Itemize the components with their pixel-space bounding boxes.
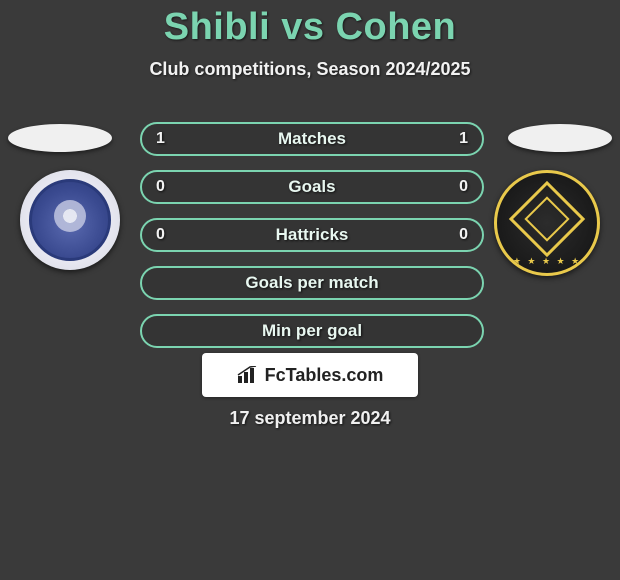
stat-label: Hattricks [276,225,349,245]
stat-left-value: 0 [156,226,165,244]
stat-row-goals: 0 Goals 0 [140,170,484,204]
stat-row-goals-per-match: Goals per match [140,266,484,300]
flag-left [8,124,112,152]
stats-column: 1 Matches 1 0 Goals 0 0 Hattricks 0 Goal… [140,122,480,362]
stat-row-hattricks: 0 Hattricks 0 [140,218,484,252]
flag-right [508,124,612,152]
team-badge-left[interactable] [20,170,120,270]
diamond-icon [509,181,585,257]
brand-prefix: Fc [265,365,286,386]
stat-label: Goals [288,177,335,197]
stat-right-value: 0 [459,226,468,244]
stat-left-value: 0 [156,178,165,196]
fctables-link[interactable]: FcTables.com [202,353,418,397]
stat-label: Min per goal [262,321,362,341]
page-subtitle: Club competitions, Season 2024/2025 [0,59,620,80]
brand-rest: Tables.com [286,365,384,386]
stat-left-value: 1 [156,130,165,148]
stat-row-min-per-goal: Min per goal [140,314,484,348]
stat-row-matches: 1 Matches 1 [140,122,484,156]
team-badge-right[interactable]: ★ ★ ★ ★ ★ [494,170,600,276]
stars-icon: ★ ★ ★ ★ ★ [513,256,581,267]
stat-label: Matches [278,129,346,149]
update-date: 17 september 2024 [0,408,620,429]
bar-chart-icon [237,366,259,384]
shield-icon [29,179,111,261]
stat-label: Goals per match [245,273,378,293]
comparison-card: Shibli vs Cohen Club competitions, Seaso… [0,0,620,580]
stat-right-value: 0 [459,178,468,196]
page-title: Shibli vs Cohen [0,0,620,49]
stat-right-value: 1 [459,130,468,148]
